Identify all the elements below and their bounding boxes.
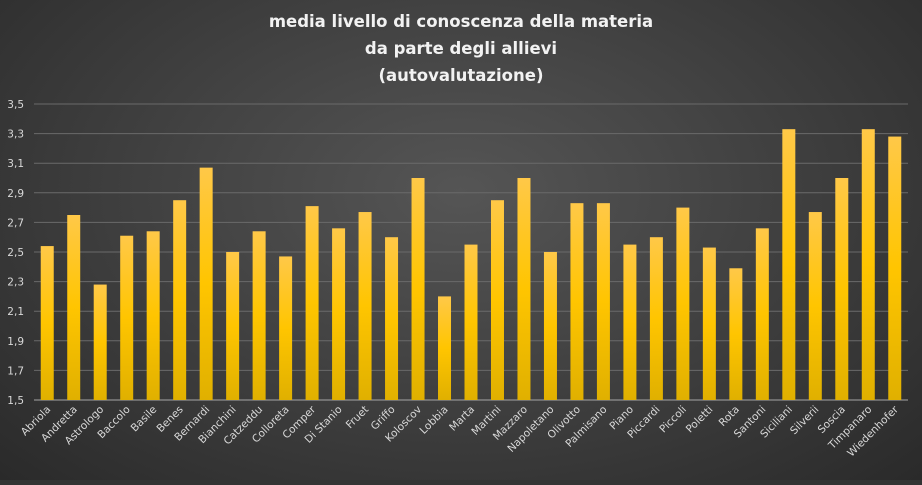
- x-tick-label: Poletti: [684, 404, 716, 436]
- x-tick-label: Basile: [129, 404, 160, 435]
- bar-santoni: [755, 228, 769, 400]
- y-tick-label: 1,5: [7, 395, 24, 407]
- bar-griffo: [385, 237, 399, 400]
- bar-lobbia: [438, 296, 452, 400]
- bar-comper: [305, 206, 319, 400]
- bar-wiedenhofer: [888, 136, 902, 400]
- bar-abriola: [40, 246, 54, 400]
- bar-siciliani: [782, 129, 796, 400]
- bar-fruet: [358, 212, 372, 400]
- bar-piccoli: [676, 207, 690, 400]
- bar-mazzaro: [517, 178, 531, 400]
- bar-andretta: [67, 215, 81, 400]
- y-tick-label: 2,1: [7, 306, 24, 318]
- x-tick-label: Lobbia: [418, 404, 451, 437]
- bar-astrologo: [93, 284, 107, 400]
- bar-piccardi: [649, 237, 663, 400]
- y-tick-label: 2,9: [7, 188, 24, 200]
- bar-napoletano: [543, 252, 557, 400]
- chart-title-line-2: da parte degli allievi: [365, 39, 557, 58]
- x-tick-label: Silverii: [788, 404, 821, 437]
- y-tick-label: 2,5: [7, 247, 24, 259]
- bar-catzeddu: [252, 231, 266, 400]
- bar-olivotto: [570, 203, 584, 400]
- bar-piano: [623, 244, 637, 400]
- y-tick-label: 2,7: [7, 217, 24, 229]
- bar-marta: [464, 244, 478, 400]
- bar-rota: [729, 268, 743, 400]
- chart-title-line-1: media livello di conoscenza della materi…: [269, 12, 653, 31]
- bar-bianchini: [226, 252, 240, 400]
- bar-bernardi: [199, 167, 213, 400]
- bar-silverii: [808, 212, 822, 400]
- bar-benes: [173, 200, 187, 400]
- y-tick-label: 1,7: [7, 365, 24, 377]
- bar-basile: [146, 231, 160, 400]
- bar-soscia: [835, 178, 849, 400]
- y-tick-label: 2,3: [7, 277, 24, 289]
- y-tick-label: 1,9: [7, 336, 24, 348]
- x-tick-label: Fruet: [344, 404, 371, 431]
- bar-di-stanio: [332, 228, 346, 400]
- bar-poletti: [702, 247, 716, 400]
- bar-martini: [490, 200, 504, 400]
- bar-baccolo: [120, 235, 134, 400]
- bar-palmisano: [596, 203, 610, 400]
- bar-koloscov: [411, 178, 425, 400]
- bar-timpanaro: [861, 129, 875, 400]
- y-tick-label: 3,5: [7, 99, 24, 111]
- y-tick-label: 3,3: [7, 129, 24, 141]
- chart-title-line-3: (autovalutazione): [378, 66, 543, 85]
- y-tick-label: 3,1: [7, 158, 24, 170]
- x-tick-label: Piccoli: [657, 404, 689, 436]
- bar-colloreta: [279, 256, 293, 400]
